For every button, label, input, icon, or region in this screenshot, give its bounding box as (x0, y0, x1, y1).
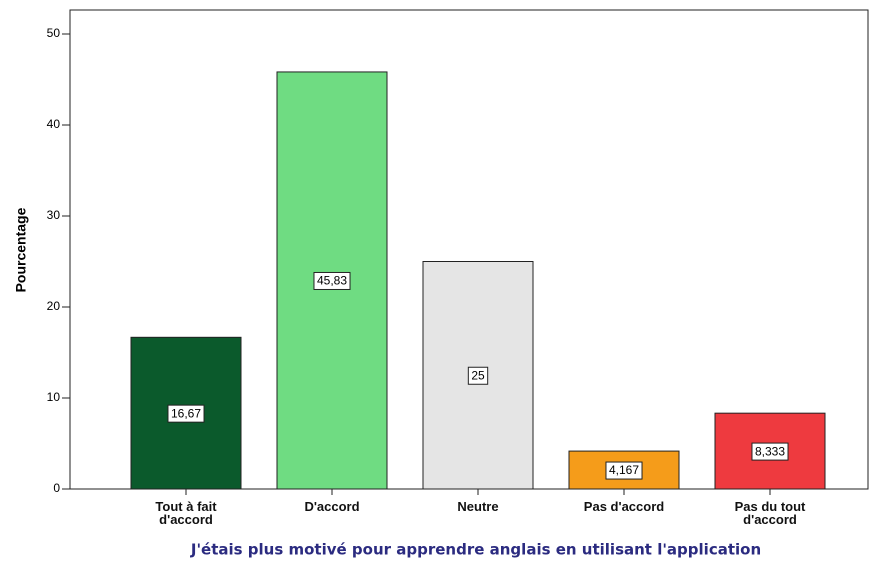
y-axis-title: Pourcentage (13, 207, 29, 292)
data-label: 8,333 (755, 444, 785, 458)
data-label-box (313, 271, 351, 290)
data-label-box (751, 442, 789, 461)
y-tick-label: 40 (47, 117, 61, 131)
y-tick-label: 20 (47, 299, 61, 313)
x-tick-label: Pas du tout d'accord (734, 499, 806, 527)
data-label: 45,83 (317, 274, 347, 288)
x-tick-label: Tout à fait d'accord (155, 499, 217, 527)
data-label: 16,67 (171, 406, 201, 420)
data-label-box (467, 366, 489, 385)
data-label: 4,167 (609, 463, 639, 477)
y-tick-label: 10 (47, 390, 61, 404)
data-label-box (605, 461, 643, 480)
data-label: 25 (471, 368, 485, 382)
x-tick-label: D'accord (304, 499, 360, 514)
y-tick-label: 0 (53, 481, 60, 495)
y-tick-label: 50 (47, 26, 61, 40)
x-tick-label: Pas d'accord (583, 499, 665, 514)
x-tick-label: Neutre (457, 499, 499, 514)
data-label-box (167, 404, 205, 423)
x-axis-title: J'étais plus motivé pour apprendre angla… (190, 541, 761, 559)
y-tick-label: 30 (47, 208, 61, 222)
